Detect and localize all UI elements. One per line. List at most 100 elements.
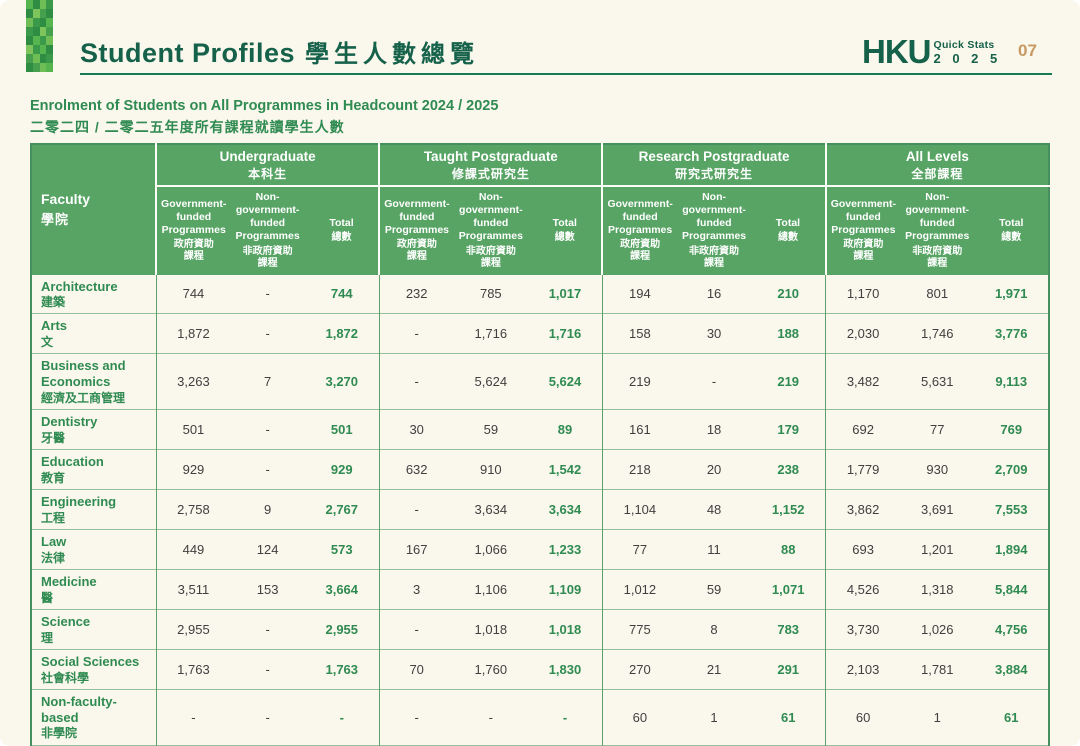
total-cell: 188: [751, 313, 826, 354]
label-zh: 教育: [41, 470, 66, 485]
total-cell: 1,971: [994, 286, 1028, 302]
value-cell: 18: [676, 409, 752, 450]
value-cell: 1: [900, 688, 975, 746]
value-cell: 4,526: [825, 568, 901, 610]
total-cell: 238: [751, 449, 826, 490]
value-cell: -: [155, 688, 231, 746]
total-cell: 7,553: [974, 489, 1049, 530]
label-zh: 總數: [331, 232, 352, 244]
label-en: Non-government-funded Programmes: [235, 191, 300, 243]
value-cell: 692: [825, 409, 901, 450]
label-zh: 牙醫: [41, 430, 66, 445]
faculty-cell: Science 理: [31, 608, 156, 650]
total-cell: 179: [751, 409, 826, 450]
table-row: Dentistry 牙醫 501-501 30 59 89 161 18 179 692 77 769: [31, 409, 1049, 450]
value-cell: 1,170: [825, 274, 901, 314]
table-row: Education 教育 929-929 632 910 1,542 218 20 238 1,7…: [31, 449, 1049, 490]
total-cell: 573: [304, 529, 380, 570]
label-zh: 理: [41, 630, 54, 645]
logo-tile: [32, 36, 40, 45]
value-cell: 2,103: [825, 648, 901, 690]
label-en: Research Postgraduate: [638, 148, 790, 164]
value-cell: 1,716: [453, 313, 529, 354]
table-row: Non-faculty-based 非學院 - - - - - -60 1 61 60 1 61: [31, 688, 1049, 746]
total-cell: 3,664: [304, 568, 380, 610]
label-en: Undergraduate: [219, 148, 316, 164]
value-cell: 232: [378, 274, 454, 314]
table-row: Social Sciences 社會科學 1,763-1,763 70 1,760 1,8…: [31, 648, 1049, 690]
value-cell: -: [453, 688, 529, 746]
logo-tile: [26, 36, 33, 45]
value-cell: 1,872: [155, 313, 231, 354]
header-sub-row: Government-funded Programmes 政府資助 課程 Non-g…: [31, 186, 1049, 275]
total-cell: 3,884: [974, 648, 1049, 690]
logo-tile: [26, 9, 33, 18]
label-zh: 本科生: [248, 166, 288, 181]
column-subheader: Total 總數: [304, 186, 380, 275]
value-cell: -: [230, 688, 305, 746]
value-cell: 3: [378, 568, 454, 610]
label-en: Total: [999, 216, 1024, 229]
table-caption: Enrolment of Students on All Programmes …: [30, 98, 498, 137]
total-cell: 1,542: [528, 449, 603, 490]
value-cell: -: [378, 489, 454, 530]
logo-tile: [39, 36, 47, 45]
value-cell: 11: [676, 529, 752, 570]
column-group-undergraduate: Undergraduate 本科生: [154, 144, 380, 187]
label-en: Government-funded Programmes: [830, 197, 897, 236]
logo-tile: [46, 36, 53, 45]
page-number: 07: [1018, 41, 1037, 60]
total-cell: 929: [304, 449, 380, 490]
label-zh: 非政府資助 課程: [912, 245, 963, 270]
logo-tile: [26, 27, 33, 36]
logo-tile: [26, 18, 33, 27]
year-label: 2 0 2 5: [933, 51, 1002, 66]
page-title-en: Student Profiles: [80, 38, 296, 68]
value-cell: 449: [155, 529, 231, 570]
label-zh: 研究式研究生: [675, 166, 754, 181]
label-zh: 法律: [41, 550, 66, 565]
label-zh: 總數: [554, 232, 575, 244]
value-cell: -: [265, 286, 270, 302]
column-subheader: Total 總數: [751, 186, 826, 275]
column-subheader: Total 總數: [528, 186, 603, 275]
label-zh: 政府資助 課程: [843, 238, 884, 263]
value-cell: 59: [676, 568, 752, 610]
logo-tile: [39, 18, 47, 27]
total-cell: 219: [751, 353, 826, 410]
value-cell: 161: [601, 409, 677, 450]
total-cell: 9,113: [974, 353, 1049, 410]
logo-tile: [32, 27, 40, 36]
value-cell: -: [230, 608, 305, 650]
value-cell: 2,030: [825, 313, 901, 354]
total-cell: 1,018: [528, 608, 603, 650]
faculty-cell: Non-faculty-based 非學院: [31, 688, 156, 746]
value-cell: 124: [230, 529, 305, 570]
table-row: Engineering 工程 2,758 9 2,767-3,634 3,634 1,104…: [31, 489, 1049, 530]
value-cell: 1: [676, 688, 752, 746]
total-cell: 744: [330, 286, 353, 302]
enrolment-table: Faculty 學院 Undergraduate 本科生 Taught Postgrad…: [30, 143, 1050, 746]
value-cell: 775: [601, 608, 677, 650]
logo-tile: [32, 9, 40, 18]
value-cell: 77: [900, 409, 975, 450]
total-cell: 3,270: [304, 353, 380, 410]
label-en: Engineering: [41, 494, 117, 510]
label-en: Dentistry: [41, 414, 98, 430]
table-row: Architecture 建築 744-744 232 785 1,017 194 16 210…: [31, 274, 1049, 314]
value-cell: -: [378, 688, 454, 746]
value-cell: 70: [378, 648, 454, 690]
logo-tile: [46, 45, 53, 54]
label-en: Government-funded Programmes: [384, 197, 450, 236]
logo-tile: [39, 9, 47, 18]
label-zh: 文: [41, 335, 54, 350]
total-cell: -: [528, 688, 603, 746]
value-cell: 21: [676, 648, 752, 690]
value-cell: 30: [676, 313, 752, 354]
logo-tile: [46, 9, 53, 18]
column-subheader: Non-government-funded Programmes 非政府資助 課程: [676, 186, 752, 275]
column-subheader: Government-funded Programmes 政府資助 課程: [378, 186, 454, 275]
logo-tile: [32, 0, 40, 9]
value-cell: -: [230, 313, 305, 354]
